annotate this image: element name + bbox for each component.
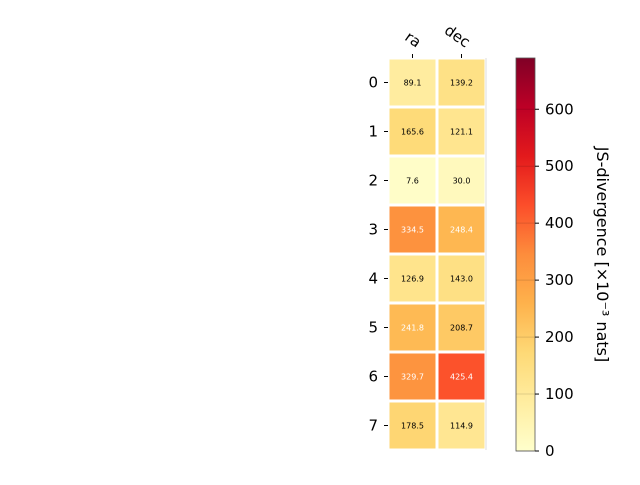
heatmap-cell: [438, 255, 485, 302]
y-tick-label: 6: [368, 368, 378, 386]
y-tick-label: 5: [368, 319, 378, 337]
y-axis-ticks: 0 1 2 3 4 5 6 7: [368, 74, 388, 435]
cell-value-label: 165.6: [401, 128, 424, 137]
cell-value-label: 178.5: [401, 422, 424, 431]
heatmap-cell: [389, 108, 436, 155]
cell-value-label: 139.2: [450, 79, 473, 88]
cell-value-label: 329.7: [401, 373, 424, 382]
x-axis-ticks: ra dec: [402, 21, 474, 58]
heatmap-cells: 89.1 139.2 165.6 121.1 7.6 30.0 334.5 248.4 126.…: [389, 58, 487, 450]
y-tick-label: 1: [368, 123, 378, 141]
heatmap-cell: [389, 353, 436, 400]
colorbar-tick-label: 200: [545, 328, 574, 346]
cell-value-label: 143.0: [450, 275, 473, 284]
cell-value-label: 208.7: [450, 324, 473, 333]
heatmap-cell: [389, 59, 436, 106]
heatmap-cell: [389, 255, 436, 302]
colorbar-ticks: 0 100 200 300 400 500 600: [516, 100, 574, 460]
cell-value-label: 241.8: [401, 324, 424, 333]
cell-value-label: 114.9: [450, 422, 473, 431]
colorbar-label: JS-divergence [×10⁻³ nats]: [593, 146, 612, 362]
cell-value-label: 248.4: [450, 226, 473, 235]
cell-value-label: 7.6: [406, 177, 419, 186]
heatmap-cell: [438, 59, 485, 106]
cell-value-label: 89.1: [404, 79, 422, 88]
y-tick-label: 0: [368, 74, 378, 92]
cell-value-label: 30.0: [453, 177, 471, 186]
cell-value-label: 334.5: [401, 226, 424, 235]
heatmap-cell: [389, 157, 436, 204]
y-tick-label: 3: [368, 221, 378, 239]
heatmap-cell: [389, 402, 436, 449]
heatmap-cell: [438, 304, 485, 351]
colorbar-tick-label: 100: [545, 385, 574, 403]
colorbar-gradient: [515, 57, 536, 452]
heatmap-cell: [438, 353, 485, 400]
cell-value-label: 425.4: [450, 373, 473, 382]
heatmap-cell: [438, 157, 485, 204]
y-tick-label: 7: [368, 417, 378, 435]
y-tick-label: 2: [368, 172, 378, 190]
heatmap-cell: [389, 206, 436, 253]
colorbar-tick-label: 400: [545, 214, 574, 232]
y-tick-label: 4: [368, 270, 378, 288]
x-tick-label: ra: [402, 28, 425, 52]
heatmap-cell: [389, 304, 436, 351]
colorbar: 0 100 200 300 400 500 600 JS-divergence [×10⁻³…: [515, 57, 612, 460]
cell-value-label: 126.9: [401, 275, 424, 284]
colorbar-tick-label: 500: [545, 157, 574, 175]
heatmap-cell: [438, 206, 485, 253]
colorbar-tick-label: 300: [545, 271, 574, 289]
cell-value-label: 121.1: [450, 128, 473, 137]
x-tick-label: dec: [441, 21, 473, 51]
heatmap-cell: [438, 108, 485, 155]
colorbar-tick-label: 0: [545, 442, 555, 460]
colorbar-tick-label: 600: [545, 100, 574, 118]
heatmap-cell: [438, 402, 485, 449]
